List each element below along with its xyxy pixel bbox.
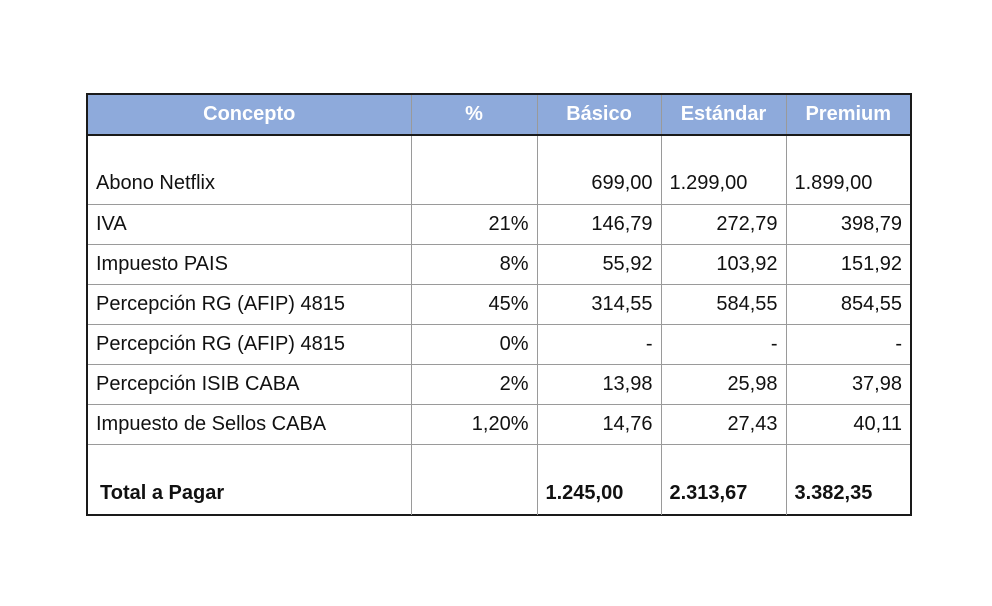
cell-premium: 151,92 bbox=[785, 243, 910, 285]
cell-percent: 21% bbox=[410, 203, 538, 245]
total-premium: 3.382,35 bbox=[785, 443, 910, 515]
header-row: Concepto % Básico Estándar Premium bbox=[88, 95, 910, 136]
table-row: Impuesto PAIS 8% 55,92 103,92 151,92 bbox=[88, 243, 910, 285]
cell-percent bbox=[410, 134, 538, 205]
total-label: Total a Pagar bbox=[88, 443, 412, 515]
pricing-table-container: Concepto % Básico Estándar Premium Abono… bbox=[86, 93, 912, 516]
cell-estandar: 25,98 bbox=[660, 363, 787, 405]
cell-premium: 398,79 bbox=[785, 203, 910, 245]
cell-estandar: - bbox=[660, 323, 787, 365]
cell-percent: 8% bbox=[410, 243, 538, 285]
cell-concepto: Percepción RG (AFIP) 4815 bbox=[88, 283, 412, 325]
cell-basico: 55,92 bbox=[536, 243, 662, 285]
cell-basico: 314,55 bbox=[536, 283, 662, 325]
cell-concepto: Impuesto de Sellos CABA bbox=[88, 403, 412, 445]
cell-estandar: 27,43 bbox=[660, 403, 787, 445]
cell-premium: 40,11 bbox=[785, 403, 910, 445]
cell-concepto: Percepción ISIB CABA bbox=[88, 363, 412, 405]
table-row: Percepción RG (AFIP) 4815 45% 314,55 584… bbox=[88, 283, 910, 325]
cell-percent: 0% bbox=[410, 323, 538, 365]
cell-premium: - bbox=[785, 323, 910, 365]
cell-estandar: 584,55 bbox=[660, 283, 787, 325]
cell-concepto: Impuesto PAIS bbox=[88, 243, 412, 285]
cell-basico: 14,76 bbox=[536, 403, 662, 445]
cell-basico: - bbox=[536, 323, 662, 365]
cell-concepto: Percepción RG (AFIP) 4815 bbox=[88, 323, 412, 365]
cell-percent: 2% bbox=[410, 363, 538, 405]
cell-premium: 37,98 bbox=[785, 363, 910, 405]
cell-concepto: Abono Netflix bbox=[88, 134, 412, 205]
table-row: Abono Netflix 699,00 1.299,00 1.899,00 bbox=[88, 134, 910, 205]
total-estandar: 2.313,67 bbox=[660, 443, 787, 515]
cell-basico: 13,98 bbox=[536, 363, 662, 405]
header-concepto: Concepto bbox=[88, 95, 412, 136]
cell-estandar: 272,79 bbox=[660, 203, 787, 245]
cell-percent: 1,20% bbox=[410, 403, 538, 445]
netflix-tax-table: Concepto % Básico Estándar Premium Abono… bbox=[88, 95, 910, 515]
header-basico: Básico bbox=[536, 95, 662, 136]
cell-basico: 699,00 bbox=[536, 134, 662, 205]
table-row: Percepción ISIB CABA 2% 13,98 25,98 37,9… bbox=[88, 363, 910, 405]
cell-premium: 1.899,00 bbox=[785, 134, 910, 205]
header-estandar: Estándar bbox=[660, 95, 787, 136]
total-row: Total a Pagar 1.245,00 2.313,67 3.382,35 bbox=[88, 443, 910, 515]
cell-premium: 854,55 bbox=[785, 283, 910, 325]
cell-estandar: 1.299,00 bbox=[660, 134, 787, 205]
total-percent bbox=[410, 443, 538, 515]
cell-estandar: 103,92 bbox=[660, 243, 787, 285]
header-percent: % bbox=[410, 95, 538, 136]
cell-percent: 45% bbox=[410, 283, 538, 325]
header-premium: Premium bbox=[785, 95, 910, 136]
total-basico: 1.245,00 bbox=[536, 443, 662, 515]
table-row: Percepción RG (AFIP) 4815 0% - - - bbox=[88, 323, 910, 365]
cell-concepto: IVA bbox=[88, 203, 412, 245]
table-row: IVA 21% 146,79 272,79 398,79 bbox=[88, 203, 910, 245]
cell-basico: 146,79 bbox=[536, 203, 662, 245]
table-row: Impuesto de Sellos CABA 1,20% 14,76 27,4… bbox=[88, 403, 910, 445]
